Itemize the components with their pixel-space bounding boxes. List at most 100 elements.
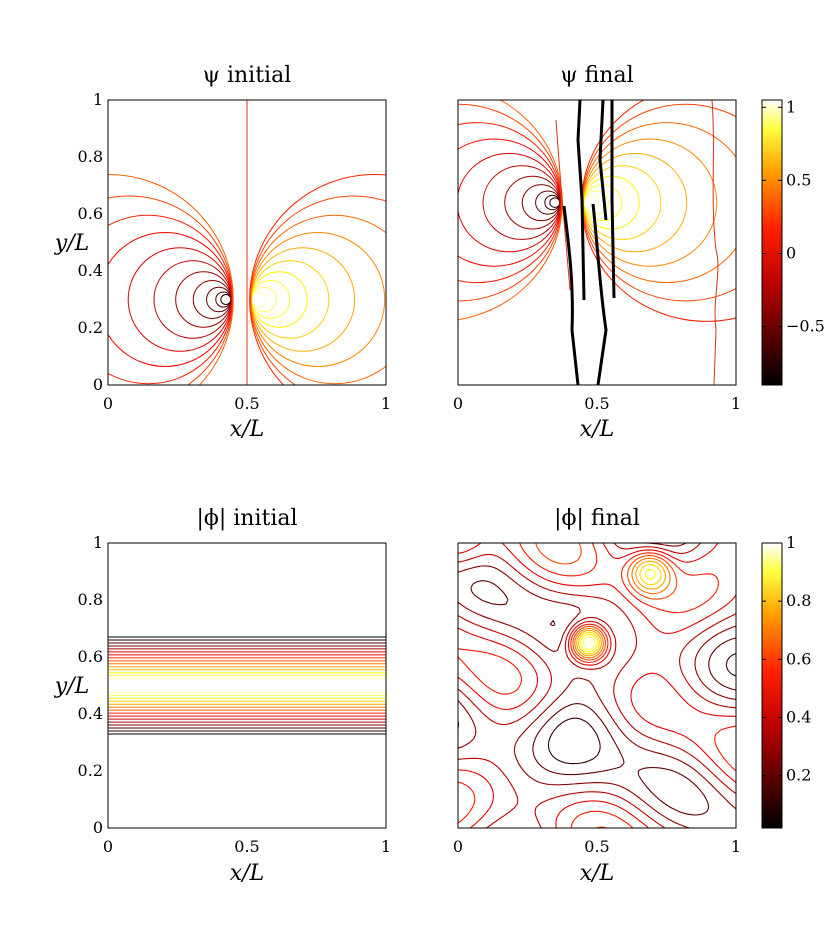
contour-line [458, 543, 736, 828]
colorbar-tick-label: 0.2 [786, 766, 811, 785]
filament-contour [562, 205, 580, 385]
y-axis: 0 0.2 0.4 0.6 0.8 1 y/L [54, 90, 103, 394]
contour-line [251, 291, 268, 308]
contour-line [458, 580, 736, 816]
turbulent-contours [458, 543, 736, 828]
panel-title: ψ initial [203, 63, 292, 88]
contour-line [504, 175, 561, 230]
x-axis-label: x/L [230, 417, 264, 442]
x-tick-label: 0.5 [234, 394, 259, 413]
y-axis: 0 0.2 0.4 0.6 0.8 1 y/L [54, 533, 103, 837]
contour-line [535, 190, 561, 215]
filament-contour [591, 203, 608, 385]
panel-title: |ϕ| initial [196, 506, 297, 531]
y-tick-label: 0.4 [78, 704, 103, 723]
contour-line [458, 543, 736, 828]
x-tick-label: 1 [381, 837, 391, 856]
y-tick-label: 1 [93, 90, 103, 109]
dipole-contours [108, 174, 386, 385]
colorbar-ticks: 1 0.5 0 −0.5 [762, 97, 825, 336]
plot-frame [457, 542, 737, 829]
contour-line [108, 195, 234, 385]
x-axis-label: x/L [580, 861, 614, 886]
colorbar-tick-label: 1 [786, 533, 796, 552]
contour-line [215, 291, 232, 308]
filament-contour [576, 100, 586, 301]
colorbar-tick-label: 0.4 [786, 707, 811, 726]
y-tick-label: 0.4 [78, 261, 103, 280]
plot-frame [107, 99, 387, 386]
y-tick-label: 0.8 [78, 590, 103, 609]
contour-line [458, 138, 562, 267]
contour-line [249, 214, 386, 385]
filament-contour [598, 100, 608, 221]
x-tick-label: 1 [381, 394, 391, 413]
colorbar-tick-label: −0.5 [786, 317, 825, 336]
contour-line [578, 564, 662, 655]
contour-line [249, 195, 386, 385]
panel-title: ψ final [560, 63, 633, 88]
colorbar-ticks: 1 0.8 0.6 0.4 0.2 [762, 533, 811, 785]
colorbar-phi: 1 0.8 0.6 0.4 0.2 [761, 533, 811, 829]
dipole-contours [458, 100, 736, 322]
contour-layer [108, 100, 386, 385]
contour-line [549, 197, 561, 208]
zero-contour [555, 119, 571, 291]
band-contours [108, 636, 386, 735]
contour-line [108, 174, 234, 385]
y-tick-label: 0.6 [78, 204, 103, 223]
x-tick-label: 0.5 [584, 837, 609, 856]
contour-line [251, 271, 308, 328]
contour-line [251, 286, 277, 313]
contour-line [220, 294, 232, 305]
contour-line [586, 639, 592, 647]
contour-line [458, 543, 736, 828]
x-tick-label: 0 [103, 394, 113, 413]
contour-line [175, 271, 232, 328]
contour-line [547, 652, 736, 765]
contour-line [574, 557, 671, 659]
y-tick-label: 0.8 [78, 147, 103, 166]
x-tick-label: 0 [453, 394, 463, 413]
colorbar-gradient [761, 542, 783, 829]
contour-line [206, 286, 232, 313]
y-axis-label: y/L [54, 674, 89, 699]
contour-line [108, 232, 233, 367]
contour-line [582, 635, 596, 651]
colorbar-tick-label: 0 [786, 243, 796, 262]
y-tick-label: 0 [93, 375, 103, 394]
contour-line [582, 122, 736, 284]
x-tick-label: 0.5 [584, 394, 609, 413]
x-tick-label: 0.5 [234, 837, 259, 856]
contour-line [521, 184, 561, 222]
panel-psi-initial: ψ initial 0 0.5 1 x/L 0 0.2 0.4 0.6 0.8 … [54, 63, 391, 442]
y-tick-label: 0.6 [78, 647, 103, 666]
y-tick-label: 0.2 [78, 761, 103, 780]
colorbar-gradient [761, 99, 783, 386]
y-axis-label: y/L [54, 231, 89, 256]
x-axis: 0 0.5 1 x/L [103, 837, 391, 886]
contour-line [544, 194, 561, 211]
panel-psi-final: ψ final 0 0.5 1 x/L [453, 63, 741, 442]
colorbar-tick-label: 0.6 [786, 649, 811, 668]
contour-line [250, 232, 386, 367]
panel-title: |ϕ| final [554, 506, 640, 531]
contour-line [580, 568, 656, 653]
contour-line [251, 280, 291, 319]
x-tick-label: 0 [103, 837, 113, 856]
x-tick-label: 1 [731, 837, 741, 856]
x-axis: 0 0.5 1 x/L [453, 394, 741, 442]
x-axis-label: x/L [230, 861, 264, 886]
filament-contour [610, 100, 616, 299]
panel-phi-final: |ϕ| final 0 0.5 1 x/L [453, 506, 741, 886]
x-tick-label: 0 [453, 837, 463, 856]
outer-contour [711, 100, 719, 385]
y-tick-label: 1 [93, 533, 103, 552]
plot-frame [457, 99, 737, 386]
x-axis: 0 0.5 1 x/L [103, 394, 391, 442]
contour-line [458, 100, 563, 321]
plot-frame [107, 542, 387, 829]
contour-layer [458, 100, 736, 385]
contour-line [458, 122, 562, 284]
